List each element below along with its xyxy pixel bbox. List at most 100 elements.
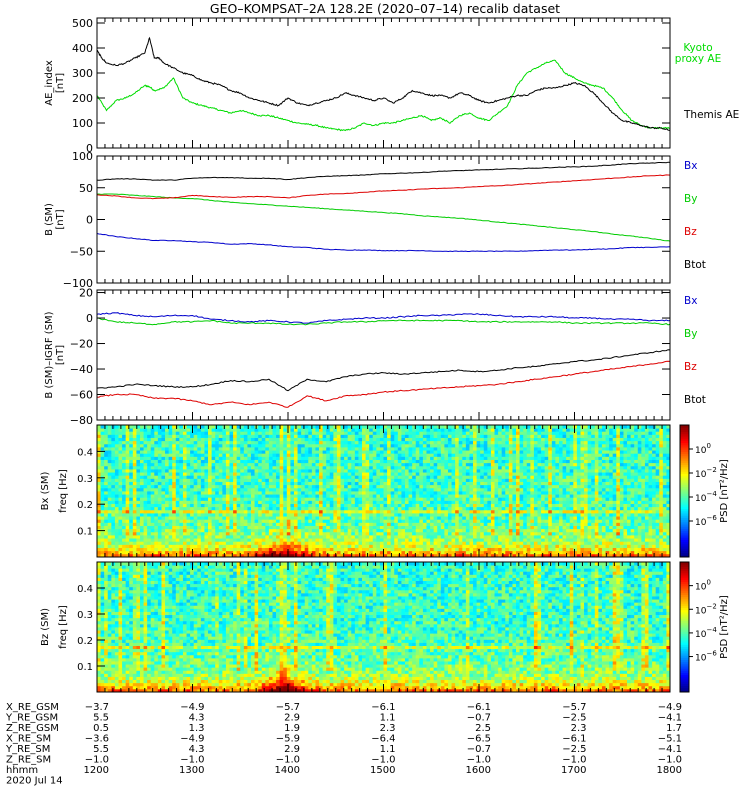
ephemeris-value: −6.1 [467,702,491,713]
ephemeris-value: 2.5 [475,723,491,734]
series-group [97,161,670,253]
series-line-btot [97,161,670,181]
y-tick-label: 0.3 [77,610,93,621]
y-tick-label: 0 [86,312,93,325]
ephemeris-value: 5.5 [93,744,109,755]
ephemeris-value: −5.9 [276,734,300,745]
ephemeris-value: 1300 [179,765,204,776]
y-tick-label: 0.4 [77,584,93,595]
legend-label: Themis AE [683,109,739,121]
ephemeris-value: 4.3 [189,744,205,755]
ephemeris-date: 2020 Jul 14 [6,776,63,787]
y-tick-label: 0.1 [77,527,93,538]
ephemeris-value: 1500 [370,765,395,776]
ephemeris-value: −1.0 [371,755,395,766]
plot-frame [96,289,671,421]
ephemeris-value: −0.7 [467,744,491,755]
legend-label: Bx [684,295,697,307]
ephemeris-value: 1.7 [666,723,682,734]
y-axis-label-units: [nT] [55,209,66,229]
y-tick-label: 0.1 [77,662,93,673]
ephemeris-value: 2.3 [380,723,396,734]
ephemeris-table: X_RE_GSM −3.7 −4.9 −5.7 −6.1 −6.1 −5.7 −4.9 Y_RE… [5,702,682,787]
ephemeris-value: −6.1 [371,702,395,713]
panel-2: −100 −50 0 50 100 B (SM) [nT] Bx By Bz Btot [44,150,706,290]
ephemeris-value: 4.3 [189,713,205,724]
colorbar: 100 10−2 10−4 10−6 PSD [nT²/Hz] [679,561,730,693]
y-axis-label-units: freq [Hz] [58,605,69,649]
series-line-by [97,317,670,326]
y-tick-label: 100 [72,150,93,163]
ephemeris-value: −4.1 [658,744,682,755]
ephemeris-value: 1.1 [380,713,396,724]
colorbar-tick-label: 10−6 [695,514,717,528]
y-tick-label: 50 [79,182,93,195]
y-tick-label: 300 [72,67,93,80]
ephemeris-value: −1.0 [180,755,204,766]
ephemeris-value: −3.6 [85,734,109,745]
ephemeris-value: 2.9 [284,713,300,724]
y-tick-label: 0.3 [77,474,93,485]
ephemeris-value: 1.3 [189,723,205,734]
ephemeris-row-label: Y_RE_GSM [5,713,58,724]
series-line-bx [97,312,670,324]
ephemeris-value: −4.1 [658,713,682,724]
ephemeris-value: −6.5 [467,734,491,745]
plot-frame [96,155,671,284]
y-axis-label-units: [nT] [55,73,66,93]
ephemeris-value: 1600 [466,765,491,776]
colorbar-tick-label: 10−6 [695,650,717,664]
ephemeris-value: −2.5 [562,713,586,724]
series-group [97,36,670,132]
ephemeris-value: 2.3 [571,723,587,734]
y-axis-label: B (SM) [44,203,55,236]
heatmap-cells [97,425,671,558]
colorbar-tick-label: 100 [695,442,711,456]
colorbar-tick-label: 10−4 [695,490,717,504]
panel-3: −80 −60 −40 −20 0 20 B (SM)–IGRF (SM) [nT] Bx By B… [44,287,706,427]
ephemeris-value: −1.0 [658,755,682,766]
y-tick-label: 500 [72,17,93,30]
y-axis-label: Bz (SM) [40,608,51,646]
y-tick-label: 200 [72,92,93,105]
colorbar-label: PSD [nT²/Hz] [719,595,730,659]
legend-label: By [684,193,697,205]
series-line-bz [97,360,670,408]
y-tick-label: −20 [70,338,93,351]
colorbar-tick-label: 10−4 [695,626,717,640]
colorbar-frame [679,424,690,558]
y-tick-label: −50 [70,245,93,258]
ephemeris-value: 1200 [84,765,109,776]
ephemeris-value: −5.1 [658,734,682,745]
panel-4: 0.10.20.30.4Bx (SM) freq [Hz]10010−210−41… [40,424,730,558]
legend-label: Btot [684,259,706,271]
series-line-by [97,193,670,242]
y-tick-label: 100 [72,117,93,130]
legend-label: Bx [684,160,697,172]
colorbar-tick-label: 100 [695,579,711,593]
legend-label: Btot [684,394,706,406]
colorbar-tick-label: 10−2 [695,466,717,480]
series-line-themis-ae [97,36,670,131]
ephemeris-row-label: Y_RE_SM [5,744,50,755]
legend-label: proxy AE [675,53,721,65]
y-tick-label: −60 [70,389,93,402]
ephemeris-row-label: hhmm [6,765,38,776]
ephemeris-row-label: X_RE_GSM [6,702,59,713]
y-axis-label-units: freq [Hz] [58,469,69,513]
ephemeris-row-label: Z_RE_GSM [6,723,59,734]
ephemeris-value: 1.9 [284,723,300,734]
ephemeris-value: 1400 [275,765,300,776]
y-tick-label: −80 [70,414,93,427]
ephemeris-row-label: Z_RE_SM [6,755,51,766]
colorbar: 100 10−2 10−4 10−6 PSD [nT²/Hz] [679,424,730,558]
panel-5: 0.10.20.30.4Bz (SM) freq [Hz]10010−210−41… [40,561,730,693]
ephemeris-value: 1800 [657,765,682,776]
chart-title: GEO–KOMPSAT–2A 128.2E (2020–07–14) recal… [210,1,560,16]
legend-label: Bz [684,361,697,373]
series-line-kyoto-proxy-ae [97,59,670,132]
ephemeris-value: 2.9 [284,744,300,755]
y-tick-label: 0 [86,214,93,227]
